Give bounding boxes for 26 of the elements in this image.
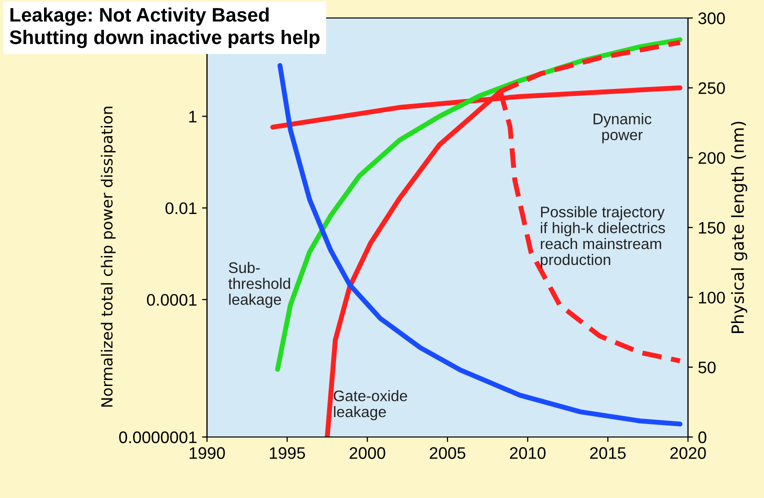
annotation: Sub- threshold leakage — [228, 262, 290, 308]
y2-tick-label: 250 — [698, 82, 725, 94]
annotation: Gate-oxide leakage — [334, 390, 408, 420]
x-tick-label: 2010 — [510, 447, 546, 459]
y-tick-label: 0.0001 — [146, 294, 196, 306]
y2-axis-title: Physical gate length (nm) — [731, 122, 748, 333]
y2-tick-label: 50 — [698, 362, 716, 374]
x-tick-label: 2015 — [590, 447, 626, 459]
y-axis-title: Normalized total chip power dissipation — [100, 106, 116, 407]
annotation: Possible trajectory if high-k dielectrics reach mainstream production — [540, 206, 665, 268]
y2-tick-label: 200 — [698, 152, 725, 164]
y-tick-label: 0.0000001 — [119, 431, 196, 444]
x-tick-label: 1995 — [270, 447, 306, 459]
y-tick-label: 0.01 — [165, 202, 196, 214]
x-tick-label: 2020 — [670, 447, 706, 459]
y2-tick-label: 100 — [698, 292, 725, 304]
y2-tick-label: 300 — [698, 12, 725, 24]
chart-title: Leakage: Not Activity Based — [10, 7, 269, 26]
y2-tick-label: 0 — [698, 431, 706, 444]
y2-tick-label: 150 — [698, 222, 725, 234]
x-tick-label: 2005 — [430, 447, 466, 459]
y-tick-label: 1 — [189, 110, 196, 122]
x-tick-label: 2000 — [350, 447, 386, 459]
text: Shutting down inactive parts help — [10, 30, 320, 48]
x-tick-label: 1990 — [190, 447, 225, 459]
annotation: Dynamic power — [594, 113, 652, 144]
